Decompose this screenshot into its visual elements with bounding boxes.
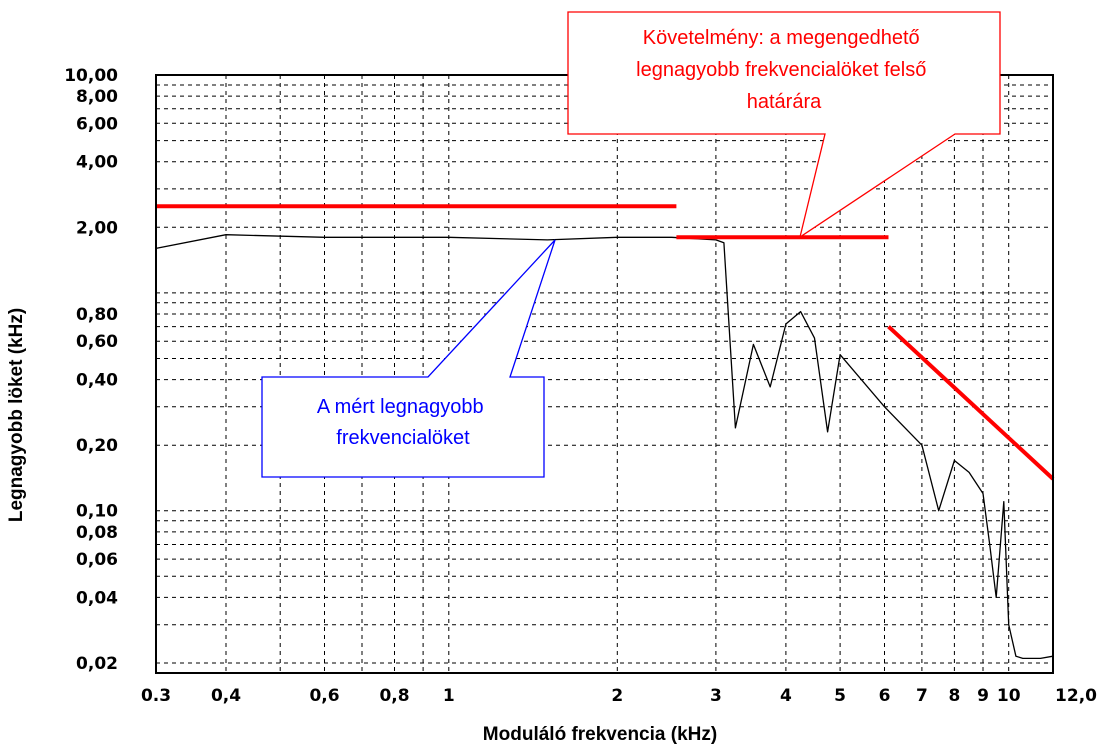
x-tick-label: 8: [948, 686, 960, 706]
x-tick-label: 4: [780, 686, 792, 706]
y-tick-label: 0,06: [76, 550, 118, 570]
plot-area-frame: [155, 74, 1054, 674]
grid: [155, 74, 1054, 673]
x-tick-label: 1: [443, 686, 455, 706]
callout-measured: A mért legnagyobb frekvencialöket: [261, 239, 556, 478]
x-tick-label: 0,4: [211, 686, 241, 706]
callout-requirement-shape: [567, 11, 1001, 239]
y-tick-label: 8,00: [76, 87, 118, 107]
x-tick-label: 5: [834, 686, 846, 706]
y-tick-label: 0,60: [76, 332, 118, 352]
y-tick-label: 0,04: [76, 588, 118, 608]
svg-text:Követelmény: a megengedhető: Követelmény: a megengedhető legnagyobb f…: [636, 27, 932, 113]
x-tick-label: 2: [611, 686, 623, 706]
x-tick-label: 12,0: [1055, 686, 1097, 706]
callout-requirement-line-1: Követelmény: a megengedhető: [643, 27, 920, 49]
x-tick-label: 0.3: [141, 686, 171, 706]
x-tick-label: 9: [977, 686, 989, 706]
measured-deviation-line: [155, 234, 1054, 660]
x-axis-label: Moduláló frekvencia (kHz): [483, 724, 717, 745]
y-tick-label: 6,00: [76, 114, 118, 134]
callout-requirement-line-3: határára: [747, 91, 822, 113]
y-tick-labels: 10,008,00 6,00 4,00 2,00 0,80 0,60 0,40 0,20 0,1…: [64, 66, 118, 674]
callout-measured-line-1: A mért legnagyobb: [317, 396, 484, 418]
y-tick-label: 0,80: [76, 305, 118, 325]
x-tick-label: 0,6: [309, 686, 339, 706]
callout-requirement-line-2: legnagyobb frekvencialöket felső: [636, 59, 926, 81]
y-tick-label: 0,08: [76, 523, 118, 543]
x-tick-label: 7: [916, 686, 928, 706]
requirement-limit-line: [887, 325, 1055, 481]
x-tick-label: 0,8: [379, 686, 409, 706]
callout-measured-shape: [261, 239, 556, 478]
callout-measured-line-2: frekvencialöket: [336, 427, 470, 449]
y-tick-label: 10,00: [64, 66, 118, 86]
series-layer: [155, 204, 1055, 660]
y-tick-label: 2,00: [76, 218, 118, 238]
y-tick-label: 0,20: [76, 436, 118, 456]
y-axis-label: Legnagyobb löket (kHz): [6, 308, 27, 522]
x-tick-label: 6: [879, 686, 891, 706]
callout-requirement: Követelmény: a megengedhető legnagyobb f…: [567, 11, 1001, 239]
svg-text:A mért legnagyobb frekve: A mért legnagyobb frekvencialöket: [317, 396, 489, 449]
y-tick-label: 0,40: [76, 371, 118, 391]
y-tick-label: 0,10: [76, 502, 118, 522]
x-tick-labels: 0.3 0,4 0,6 0,8 1 2 3 4 5 6 7 8 9 10 12,0: [141, 686, 1097, 706]
y-tick-label: 4,00: [76, 153, 118, 173]
y-tick-label: 0,02: [76, 654, 118, 674]
x-tick-label: 3: [710, 686, 722, 706]
x-tick-label: 10: [997, 686, 1021, 706]
